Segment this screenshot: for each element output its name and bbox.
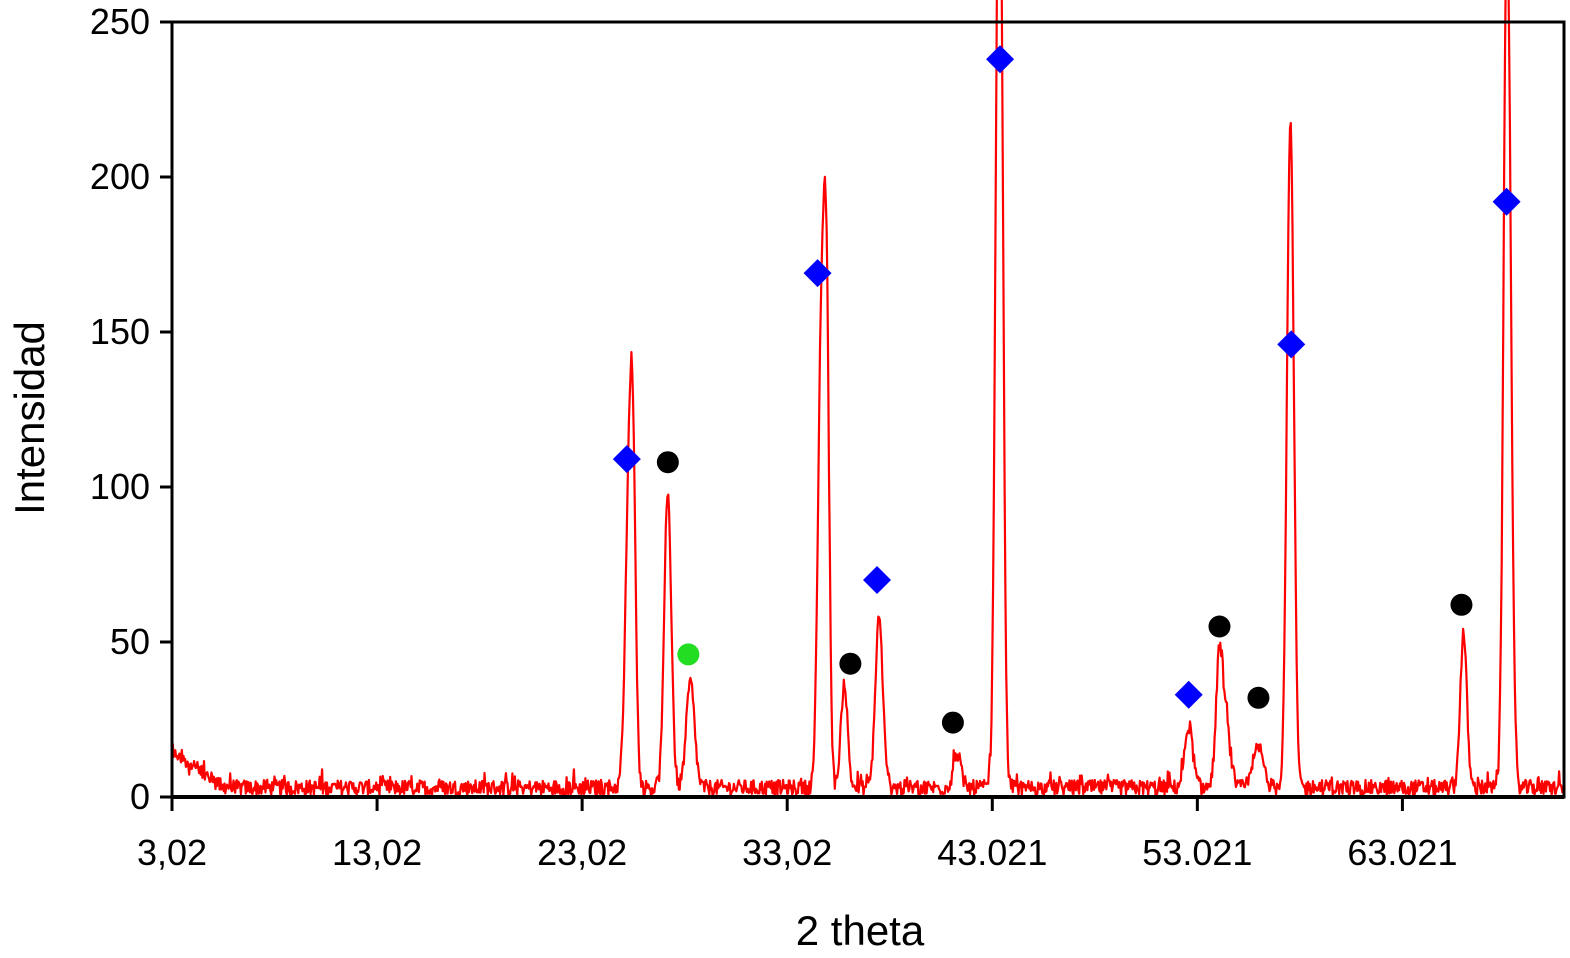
- plot-background: [172, 22, 1564, 797]
- circle-marker: [941, 711, 964, 734]
- diamond-marker: [803, 259, 832, 288]
- y-tick-label: 150: [90, 311, 150, 352]
- diamond-marker: [612, 445, 641, 474]
- y-tick-label: 100: [90, 466, 150, 507]
- circle-marker: [656, 451, 679, 474]
- diamond-marker: [1277, 330, 1306, 359]
- diffraction-pattern-line: [170, 0, 1566, 797]
- diamond-marker: [1174, 680, 1203, 709]
- x-axis-title: 2 theta: [796, 907, 925, 954]
- diamond-marker: [863, 566, 892, 594]
- y-axis-title: Intensidad: [6, 321, 53, 515]
- x-tick-label: 43.021: [937, 832, 1047, 873]
- diamond-marker: [986, 45, 1015, 74]
- y-tick-label: 250: [90, 1, 150, 42]
- x-tick-label: 13,02: [332, 832, 422, 873]
- circle-marker: [1208, 615, 1231, 638]
- circle-marker: [677, 643, 700, 666]
- x-tick-label: 33,02: [742, 832, 832, 873]
- circle-marker: [1247, 686, 1270, 709]
- phase-markers: [612, 45, 1521, 734]
- x-axis-ticks: 3,02 13,02 23,02 33,02 43.021 53.021 63.021: [137, 797, 1457, 873]
- x-tick-label: 63.021: [1347, 832, 1457, 873]
- x-tick-label: 23,02: [537, 832, 627, 873]
- diamond-marker: [1492, 187, 1521, 216]
- x-tick-label: 53.021: [1142, 832, 1252, 873]
- y-tick-label: 50: [110, 621, 150, 662]
- circle-marker: [1450, 593, 1473, 616]
- y-tick-label: 200: [90, 156, 150, 197]
- x-tick-label: 3,02: [137, 832, 207, 873]
- y-axis-ticks: 0 50 100 150 200 250: [90, 1, 172, 817]
- circle-marker: [839, 652, 862, 675]
- y-tick-label: 0: [130, 776, 150, 817]
